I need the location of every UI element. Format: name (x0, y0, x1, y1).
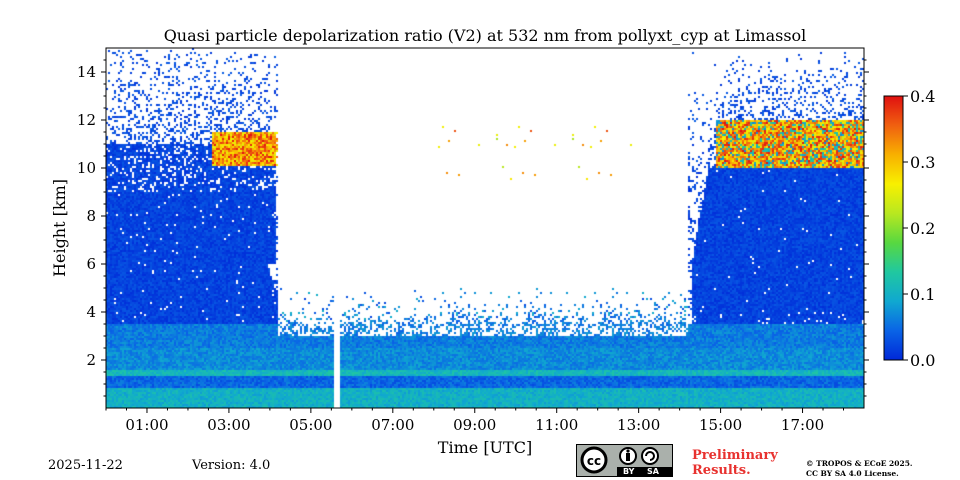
version-label: Version: 4.0 (192, 458, 271, 473)
colorbar-tick-label: 0.2 (910, 219, 935, 238)
x-tick-label: 07:00 (371, 416, 414, 434)
copyright-line-2: CC BY SA 4.0 License. (806, 469, 899, 478)
y-tick-label: 8 (86, 207, 96, 225)
x-tick-label: 15:00 (699, 416, 742, 434)
colorbar-tick-label: 0.0 (910, 351, 935, 370)
x-tick-label: 05:00 (289, 416, 332, 434)
colorbar-ticks: 0.0 0.1 0.2 0.3 0.4 (903, 87, 935, 370)
y-tick-label: 2 (86, 351, 96, 369)
x-tick-label: 11:00 (535, 416, 578, 434)
colorbar (883, 95, 904, 361)
date-label: 2025-11-22 (48, 458, 123, 473)
x-tick-label: 09:00 (453, 416, 496, 434)
heatmap-image (106, 48, 864, 408)
preliminary-line-1: Preliminary (692, 448, 778, 463)
preliminary-line-2: Results. (692, 463, 751, 478)
chart-title: Quasi particle depolarization ratio (V2)… (164, 26, 807, 45)
y-axis-label: Height [km] (50, 179, 69, 277)
y-tick-label: 14 (77, 63, 96, 81)
copyright-line-1: © TROPOS & ECoE 2025. (806, 459, 913, 468)
svg-text:cc: cc (587, 454, 601, 468)
x-tick-label: 03:00 (207, 416, 250, 434)
y-axis: 2 4 6 8 10 12 14 (77, 59, 869, 397)
colorbar-tick-label: 0.4 (910, 87, 935, 106)
colorbar-tick-label: 0.3 (910, 153, 935, 172)
colorbar-tick-label: 0.1 (910, 285, 935, 304)
plot-area (106, 48, 864, 408)
copyright-note: © TROPOS & ECoE 2025. CC BY SA 4.0 Licen… (806, 459, 913, 479)
x-axis: 01:00 03:00 05:00 07:00 09:00 11:00 13:00 15:00… (105, 408, 845, 434)
y-tick-label: 6 (86, 255, 96, 273)
preliminary-results-note: Preliminary Results. (692, 448, 778, 478)
cc-by-badge: BY (623, 467, 635, 476)
y-tick-label: 10 (77, 159, 96, 177)
x-tick-label: 17:00 (781, 416, 824, 434)
x-axis-label: Time [UTC] (438, 438, 532, 457)
y-tick-label: 4 (86, 303, 96, 321)
cc-sa-badge: SA (647, 467, 659, 476)
cc-license-logo: cc BY SA (576, 444, 673, 477)
x-tick-label: 01:00 (125, 416, 168, 434)
y-tick-label: 12 (77, 111, 96, 129)
x-tick-label: 13:00 (617, 416, 660, 434)
